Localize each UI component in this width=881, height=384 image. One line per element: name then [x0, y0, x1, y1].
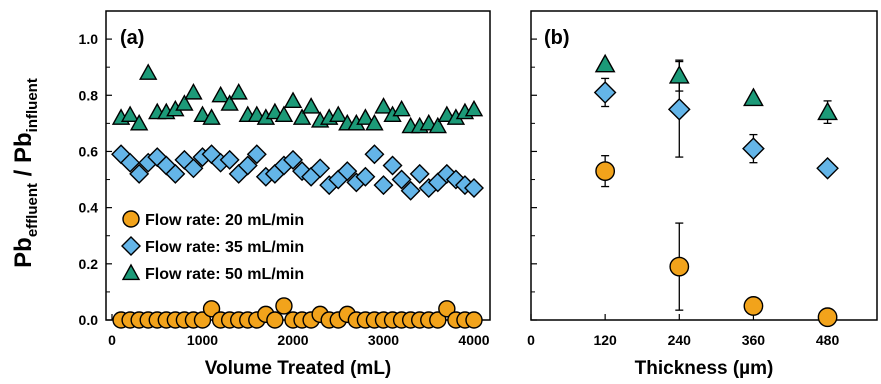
panel-a-point-triangle	[330, 107, 346, 121]
panel-b-point-diamond	[595, 82, 616, 103]
panel-a-marks	[112, 65, 483, 328]
legend-entry: Flow rate: 20 mL/min	[145, 212, 304, 229]
panel-b-x-tick-label: 0	[527, 332, 535, 348]
panel-b-point-triangle	[744, 89, 762, 106]
panel-a-point-triangle	[285, 93, 301, 107]
panel-a-point-circle	[267, 312, 283, 328]
panel-a-point-diamond	[384, 157, 402, 175]
panel-a-point-diamond	[365, 145, 383, 163]
panel-a-point-circle	[466, 312, 482, 328]
panel-b-point-circle	[744, 297, 762, 315]
y-axis-title: Pbeffluent / Pbinfluent	[10, 78, 41, 268]
legend-diamond-marker	[122, 237, 140, 255]
panel-a-point-triangle	[122, 107, 138, 121]
panel-a-point-triangle	[231, 84, 247, 98]
panel-a-y-tick-label: 0.2	[79, 256, 99, 272]
panel-b-point-diamond	[817, 158, 838, 179]
panel-b-x-axis-title: Thickness (µm)	[635, 358, 774, 379]
panel-a-y-tick-label: 1.0	[79, 31, 99, 47]
panel-b-point-circle	[818, 308, 836, 326]
panel-a: (a) Volume Treated (mL) 0.0 0.2 0.4 0.6 0.8 1…	[79, 11, 490, 379]
y-axis-title-main2: / Pb	[10, 132, 37, 183]
y-axis-title-sub1: effluent	[24, 183, 41, 237]
panel-a-x-tick-label: 4000	[458, 332, 489, 348]
panel-b-x-tick-label: 360	[742, 332, 766, 348]
panel-a-point-triangle	[303, 99, 319, 113]
legend: Flow rate: 20 mL/min Flow rate: 35 mL/min…	[122, 211, 304, 283]
legend-entry: Flow rate: 50 mL/min	[145, 266, 304, 283]
panel-a-x-tick-label: 1000	[187, 332, 218, 348]
legend-entry: Flow rate: 35 mL/min	[145, 239, 304, 256]
panel-b-point-triangle	[670, 66, 688, 83]
panel-a-point-triangle	[394, 101, 410, 115]
panel-b-label: (b)	[544, 27, 570, 49]
panel-a-point-triangle	[466, 101, 482, 115]
panel-a-point-diamond	[375, 176, 393, 194]
panel-b: (b) Thickness (µm) 0 120 240 360 480	[527, 11, 877, 379]
panel-a-y-tick-label: 0.0	[79, 312, 99, 328]
panel-a-point-triangle	[185, 84, 201, 98]
panel-b-ticks: 0 120 240 360 480	[527, 39, 839, 348]
y-axis-title-sub2: influent	[24, 78, 41, 132]
panel-a-point-diamond	[411, 165, 429, 183]
panel-a-label: (a)	[120, 27, 144, 49]
panel-b-x-tick-label: 240	[668, 332, 692, 348]
panel-b-marks	[595, 55, 838, 326]
panel-a-x-axis-title: Volume Treated (mL)	[205, 358, 392, 379]
panel-a-y-tick-label: 0.4	[79, 200, 99, 216]
panel-a-point-triangle	[213, 87, 229, 101]
panel-a-point-triangle	[140, 65, 156, 79]
y-axis-title-main1: Pb	[10, 237, 37, 268]
panel-a-point-circle	[276, 298, 292, 314]
panel-b-x-tick-label: 480	[816, 332, 840, 348]
panel-b-point-circle	[670, 257, 688, 275]
panel-b-point-triangle	[596, 55, 614, 72]
panel-a-x-tick-label: 2000	[277, 332, 308, 348]
panel-a-x-tick-label: 0	[108, 332, 116, 348]
panel-a-point-triangle	[376, 99, 392, 113]
legend-circle-marker	[123, 211, 139, 227]
panel-b-point-diamond	[743, 138, 764, 159]
panel-b-x-tick-label: 120	[593, 332, 617, 348]
panel-b-point-triangle	[818, 103, 836, 120]
panel-a-x-tick-label: 3000	[368, 332, 399, 348]
panel-b-point-circle	[596, 162, 614, 180]
panel-a-y-tick-label: 0.8	[79, 87, 99, 103]
panel-b-point-diamond	[669, 99, 690, 120]
legend-triangle-marker	[123, 265, 139, 279]
panel-a-y-tick-label: 0.6	[79, 143, 99, 159]
